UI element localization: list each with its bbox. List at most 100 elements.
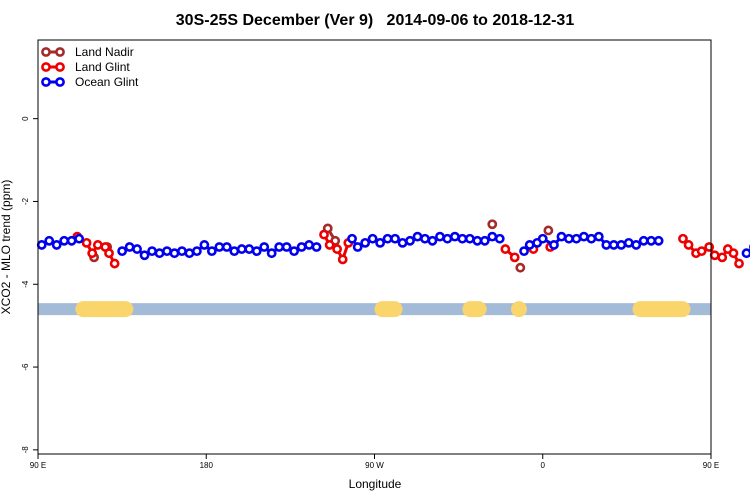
land-nadir-point [515, 262, 526, 273]
ocean-glint-point [147, 246, 157, 257]
y-axis-label: XCO2 - MLO trend (ppm) [0, 180, 13, 315]
ocean-glint-point [397, 237, 408, 248]
land-glint-point [109, 258, 120, 269]
ocean-glint-point [192, 246, 202, 257]
land-segment [374, 301, 403, 318]
land-segment [462, 301, 487, 318]
ocean-glint-point [578, 231, 589, 242]
land-nadir-point [543, 225, 554, 236]
land-ocean-band [38, 301, 711, 318]
land-nadir-point [487, 219, 498, 230]
legend-label-land-glint: Land Glint [75, 60, 130, 74]
land-glint-point [734, 258, 744, 269]
ocean-glint-point [556, 231, 567, 242]
x-tick-label: 90 E [703, 461, 719, 470]
ocean-glint-point [139, 250, 150, 261]
ocean-glint-point [244, 244, 255, 254]
legend-marker-ocean-glint [41, 77, 51, 87]
ocean-glint-point [74, 233, 85, 244]
x-axis: 90 E 180 90 W 0 90 E [30, 454, 719, 470]
land-segment [75, 301, 134, 318]
ocean-glint-point [390, 233, 400, 244]
ocean-glint-point [412, 231, 423, 242]
ocean-glint-point [36, 240, 47, 250]
x-axis-label: Longitude [349, 477, 402, 491]
ocean-glint-point [479, 235, 490, 246]
land-glint-point [500, 244, 511, 254]
ocean-glint-point [281, 242, 292, 252]
ocean-glint-point [472, 235, 483, 246]
ocean-glint-point [564, 233, 574, 244]
ocean-glint-point [524, 240, 535, 250]
ocean-glint-point [289, 246, 300, 257]
ocean-glint-point [154, 248, 165, 259]
ocean-glint-point [44, 235, 55, 246]
legend-label-land-nadir: Land Nadir [75, 45, 134, 59]
ocean-glint-point [646, 235, 657, 246]
ocean-glint-point [296, 242, 307, 252]
ocean-glint-point [427, 235, 438, 246]
ocean-glint-point [593, 231, 604, 242]
x-tick-label: 90 W [365, 461, 384, 470]
land-glint-point [704, 242, 715, 252]
ocean-glint-series [36, 231, 750, 261]
ocean-glint-point [236, 244, 247, 254]
x-tick-label: 90 E [30, 461, 46, 470]
ocean-glint-point [206, 246, 217, 257]
ocean-glint-point [405, 235, 415, 246]
land-glint-point [683, 240, 694, 250]
legend-marker-land-glint [41, 62, 51, 72]
legend-marker-land-nadir [55, 47, 65, 57]
land-glint-point [87, 248, 98, 259]
ocean-glint-point [117, 246, 128, 257]
chart-title: 30S-25S December (Ver 9) 2014-09-06 to 2… [176, 12, 575, 29]
y-tick-label: -8 [21, 446, 30, 454]
land-glint-point [104, 248, 114, 259]
land-glint-point [678, 233, 688, 244]
land-glint-point [717, 252, 728, 263]
ocean-glint-point [214, 242, 225, 252]
ocean-glint-point [177, 246, 187, 257]
y-tick-label: 0 [21, 116, 30, 121]
legend-marker-land-glint [55, 62, 65, 72]
land-glint-point [332, 244, 343, 254]
land-glint-point [92, 240, 103, 250]
ocean-glint-point [586, 233, 597, 244]
ocean-glint-point [420, 233, 430, 244]
land-glint-point [81, 237, 92, 248]
legend-marker-ocean-glint [55, 77, 65, 87]
ocean-glint-point [251, 246, 262, 257]
ocean-glint-point [347, 233, 357, 244]
ocean-glint-point [132, 244, 142, 254]
ocean-glint-point [169, 248, 180, 259]
legend-label-ocean-glint: Ocean Glint [75, 75, 139, 89]
ocean-glint-point [549, 240, 559, 250]
ocean-glint-point [304, 240, 314, 250]
ocean-glint-point [59, 235, 70, 246]
land-glint-point [319, 229, 329, 240]
ocean-glint-point [464, 233, 475, 244]
y-tick-label: -6 [21, 363, 30, 371]
ocean-glint-point [221, 242, 232, 252]
ocean-glint-point [124, 242, 135, 252]
y-axis: 0 -2 -4 -6 -8 [21, 116, 38, 454]
ocean-glint-point [638, 235, 649, 246]
ocean-glint-point [623, 237, 634, 248]
ocean-glint-point [571, 233, 582, 244]
ocean-glint-point [51, 240, 62, 250]
legend-marker-land-nadir [41, 47, 51, 57]
land-glint-point [509, 252, 520, 263]
land-segment [510, 301, 527, 318]
ocean-glint-point [601, 240, 612, 250]
ocean-glint-point [375, 237, 386, 248]
land-glint-point [324, 240, 335, 250]
ocean-glint-point [162, 246, 172, 257]
ocean-glint-point [457, 233, 468, 244]
land-glint-point [696, 246, 707, 257]
ocean-glint-point [442, 233, 453, 244]
ocean-glint-point [631, 240, 642, 250]
ocean-glint-point [616, 240, 627, 250]
x-tick-label: 0 [541, 461, 546, 470]
ocean-glint-point [199, 240, 210, 250]
